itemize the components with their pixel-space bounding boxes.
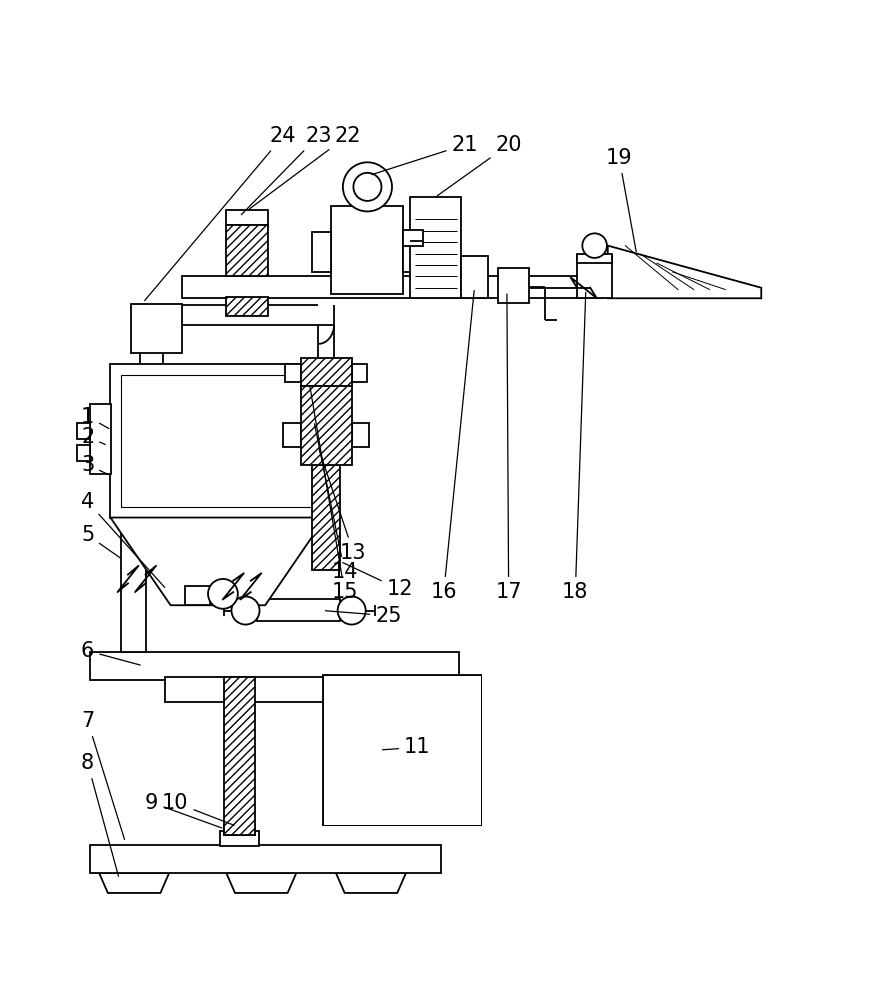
Bar	[183, 276, 603, 298]
Bar	[78, 423, 90, 439]
Polygon shape	[110, 518, 325, 605]
Polygon shape	[226, 873, 297, 893]
Text: 16: 16	[430, 291, 474, 602]
Circle shape	[208, 579, 238, 609]
Text: 11: 11	[382, 737, 430, 757]
Bar	[226, 210, 268, 225]
Bar	[132, 304, 183, 353]
Bar	[257, 599, 340, 621]
Text: 13: 13	[319, 450, 367, 563]
Bar	[90, 845, 441, 873]
Text: 5: 5	[81, 525, 120, 558]
Circle shape	[232, 596, 259, 625]
Text: 6: 6	[81, 641, 140, 665]
Bar	[185, 586, 209, 605]
Bar	[301, 358, 352, 386]
Bar	[165, 677, 402, 702]
Bar	[225, 677, 255, 835]
Text: 19: 19	[606, 148, 636, 252]
Bar	[462, 256, 487, 298]
Text: 25: 25	[325, 606, 402, 626]
Text: 4: 4	[81, 492, 165, 587]
Bar	[301, 386, 352, 465]
Text: 17: 17	[495, 294, 522, 602]
Polygon shape	[336, 873, 406, 893]
Bar	[577, 254, 612, 263]
Text: 21: 21	[372, 135, 478, 175]
Bar	[283, 423, 301, 447]
Circle shape	[583, 233, 607, 258]
Bar	[226, 297, 268, 316]
Circle shape	[343, 162, 392, 211]
Bar	[323, 675, 480, 825]
Text: 9: 9	[145, 793, 222, 828]
Text: 22: 22	[249, 126, 361, 209]
Bar	[78, 445, 90, 461]
Text: 2: 2	[81, 427, 105, 447]
Bar	[121, 375, 315, 507]
Circle shape	[338, 596, 365, 625]
Bar	[404, 230, 422, 246]
Bar	[331, 206, 404, 294]
Text: 18: 18	[562, 292, 588, 602]
Bar	[577, 256, 612, 298]
Bar	[285, 364, 301, 382]
Text: 12: 12	[343, 563, 413, 599]
Text: 23: 23	[241, 126, 331, 215]
Bar	[323, 675, 480, 825]
Text: 14: 14	[315, 424, 358, 582]
Text: 24: 24	[144, 126, 297, 301]
Bar	[220, 831, 258, 846]
Bar	[404, 232, 422, 272]
Bar	[498, 268, 529, 303]
Text: 20: 20	[437, 135, 522, 196]
Bar	[121, 380, 145, 652]
Bar	[352, 364, 367, 382]
Circle shape	[354, 173, 381, 201]
Text: 3: 3	[81, 455, 108, 475]
Text: 8: 8	[81, 753, 119, 876]
Bar	[90, 652, 459, 680]
Polygon shape	[99, 873, 169, 893]
Bar	[411, 197, 462, 298]
Bar	[352, 423, 369, 447]
Bar	[110, 364, 325, 518]
Text: 10: 10	[162, 793, 234, 825]
Bar	[225, 825, 255, 835]
Polygon shape	[608, 246, 761, 298]
Bar	[312, 465, 340, 570]
Text: 15: 15	[310, 387, 358, 602]
Text: 7: 7	[81, 711, 125, 839]
Bar	[226, 225, 268, 276]
Text: 1: 1	[81, 407, 109, 428]
Bar	[312, 232, 331, 272]
Bar	[90, 404, 111, 474]
